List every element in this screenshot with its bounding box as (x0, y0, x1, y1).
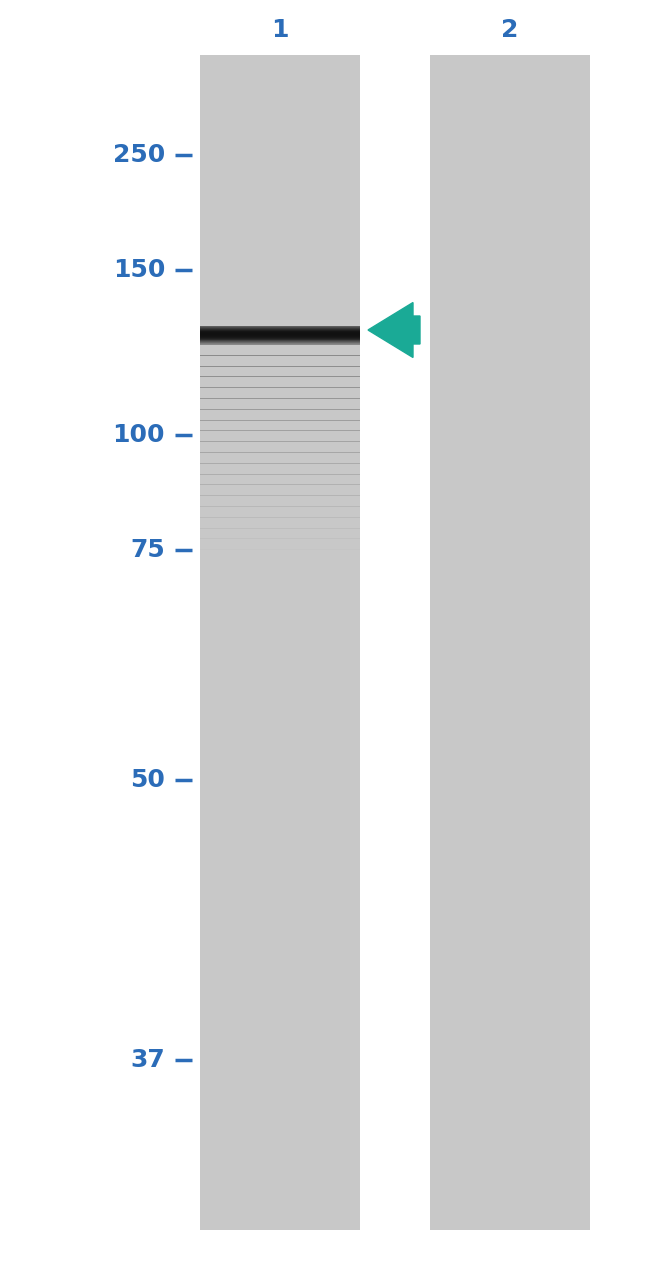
Text: 75: 75 (130, 538, 165, 563)
FancyArrow shape (368, 302, 420, 357)
Text: 150: 150 (112, 258, 165, 282)
Text: 37: 37 (130, 1048, 165, 1072)
Text: 1: 1 (271, 18, 289, 42)
Bar (200, 55, 360, 1231)
Text: 2: 2 (501, 18, 519, 42)
Text: 50: 50 (130, 768, 165, 792)
Text: 100: 100 (112, 423, 165, 447)
Text: 250: 250 (112, 144, 165, 166)
Bar (430, 55, 590, 1231)
